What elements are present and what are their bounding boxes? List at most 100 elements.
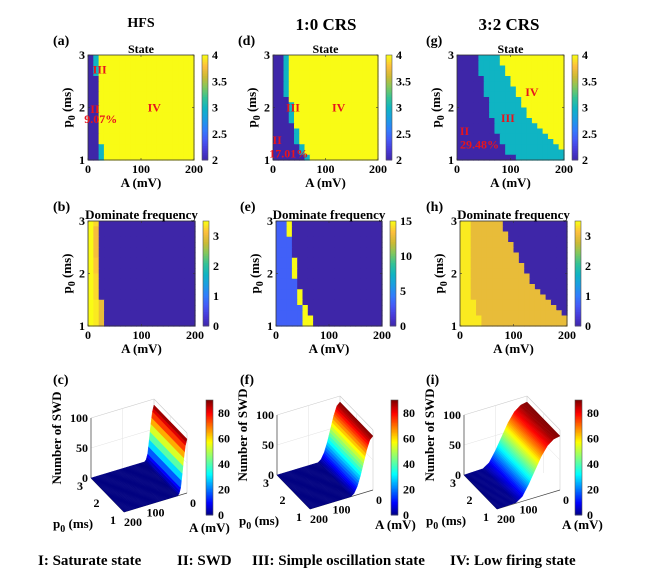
heatmap-cell <box>309 97 316 103</box>
heatmap-cell <box>294 112 300 119</box>
colorbar-segment <box>572 142 578 145</box>
heatmap-cell <box>505 60 512 67</box>
heatmap-cell <box>318 310 325 317</box>
column-title-3-2-crs: 3:2 CRS <box>479 15 540 34</box>
heatmap-cell <box>467 86 474 93</box>
colorbar-segment <box>391 453 398 456</box>
heatmap-cell <box>508 263 515 269</box>
heatmap-cell <box>465 252 472 259</box>
heatmap-cell <box>141 149 147 156</box>
heatmap-cell <box>339 242 346 248</box>
heatmap-cell <box>315 133 321 140</box>
heatmap-cell <box>273 139 279 145</box>
heatmap-cell <box>88 236 94 243</box>
heatmap-cell <box>494 154 501 161</box>
heatmap-cell <box>334 247 341 254</box>
heatmap-cell <box>357 60 363 67</box>
heatmap-cell <box>146 154 153 161</box>
panel-title: Dominate frequency <box>85 207 198 222</box>
heatmap-cell <box>497 221 504 227</box>
heatmap-cell <box>494 102 501 109</box>
heatmap-cell <box>88 112 94 119</box>
heatmap-cell <box>518 221 525 227</box>
colorbar-segment <box>203 280 209 283</box>
heatmap-cell <box>508 289 515 296</box>
heatmap-cell <box>556 289 563 296</box>
heatmap-cell <box>499 139 506 145</box>
heatmap-cell <box>313 310 319 317</box>
heatmap-cell <box>336 70 342 77</box>
heatmap-cell <box>537 102 544 109</box>
colorbar-tick-label: 2 <box>585 259 591 273</box>
heatmap-cell <box>114 76 121 82</box>
heatmap-cell <box>502 273 509 280</box>
heatmap-cell <box>478 55 485 61</box>
colorbar-segment <box>203 292 209 295</box>
heatmap-cell <box>93 294 100 301</box>
heatmap-cell <box>98 70 105 77</box>
heatmap-cell <box>351 133 358 140</box>
heatmap-cell <box>88 91 94 98</box>
colorbar-segment <box>202 121 208 124</box>
heatmap-cell <box>302 242 309 248</box>
heatmap-cell <box>109 102 116 109</box>
heatmap-cell <box>550 263 557 269</box>
heatmap-cell <box>465 273 472 280</box>
heatmap-cell <box>288 112 295 119</box>
heatmap-cell <box>114 257 121 264</box>
heatmap-cell <box>141 242 148 248</box>
colorbar-tick-label: 0 <box>400 319 406 333</box>
heatmap-cell <box>362 107 369 114</box>
heatmap-cell <box>136 247 143 254</box>
heatmap-cell <box>489 86 496 93</box>
heatmap-cell <box>362 112 369 119</box>
colorbar-segment <box>572 153 578 156</box>
heatmap-cell <box>515 128 522 135</box>
heatmap-cell <box>537 112 544 119</box>
heatmap-cell <box>141 247 148 254</box>
colorbar-segment <box>202 67 208 70</box>
colorbar-segment <box>206 434 213 437</box>
heatmap-cell <box>189 257 196 264</box>
heatmap-cell <box>302 320 309 327</box>
heatmap-cell <box>553 133 560 140</box>
heatmap-cell <box>325 107 332 114</box>
heatmap-cell <box>184 305 191 311</box>
heatmap-cell <box>478 107 485 114</box>
heatmap-cell <box>467 144 474 151</box>
heatmap-cell <box>304 139 311 145</box>
heatmap-cell <box>357 70 363 77</box>
heatmap-cell <box>502 289 509 296</box>
colorbar-segment <box>575 291 581 294</box>
heatmap-cell <box>323 252 330 259</box>
heatmap-cell <box>558 107 565 114</box>
heatmap-cell <box>460 305 466 311</box>
heatmap-cell <box>502 294 509 301</box>
colorbar-segment <box>572 114 578 117</box>
colorbar-segment <box>572 109 578 112</box>
heatmap-cell <box>103 107 110 114</box>
heatmap-cell <box>286 305 293 311</box>
heatmap-cell <box>521 55 528 61</box>
heatmap-cell <box>483 107 490 114</box>
colorbar-segment <box>202 63 208 66</box>
heatmap-cell <box>545 289 552 296</box>
colorbar-segment <box>202 111 208 114</box>
colorbar-segment <box>391 483 398 486</box>
heatmap-cell <box>362 81 369 88</box>
heatmap-cell <box>508 242 515 248</box>
heatmap-cell <box>542 107 549 114</box>
heatmap-cell <box>542 81 549 88</box>
heatmap-cell <box>136 315 143 322</box>
heatmap-cell <box>120 252 127 259</box>
heatmap-cell <box>531 86 538 93</box>
heatmap-cell <box>157 263 164 269</box>
heatmap-cell <box>550 221 557 227</box>
heatmap-cell <box>299 149 306 156</box>
heatmap-cell <box>162 305 169 311</box>
colorbar: 22.533.54 <box>201 48 227 167</box>
heatmap-cell <box>457 154 463 161</box>
heatmap-cell <box>330 112 337 119</box>
heatmap-cell <box>492 305 499 311</box>
